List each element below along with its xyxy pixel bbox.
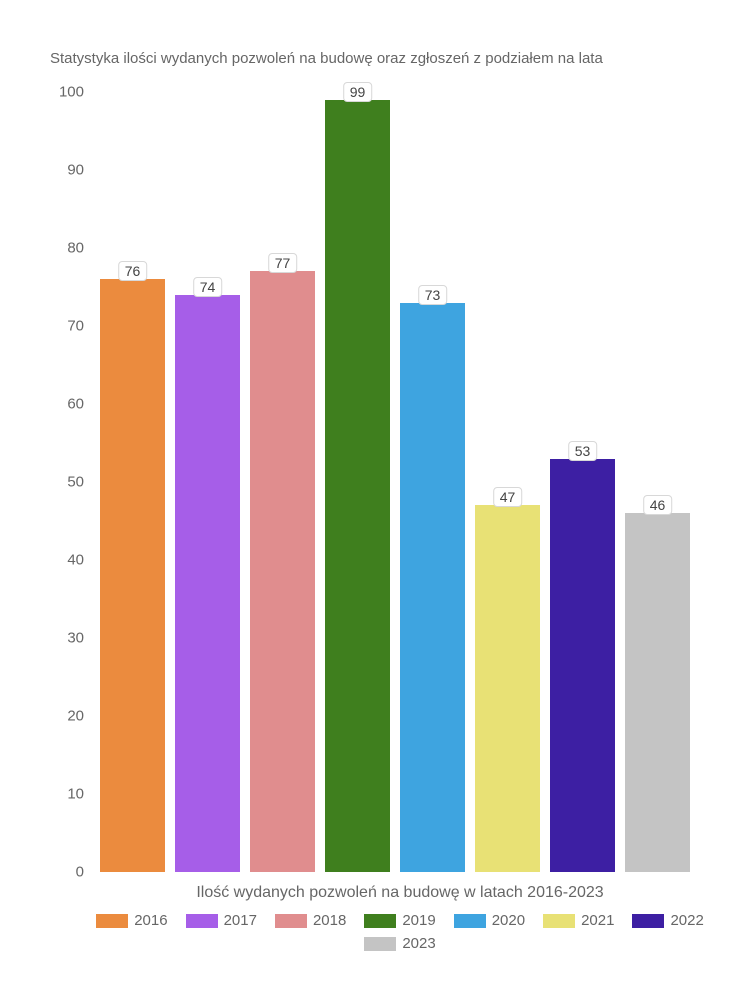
legend-label: 2023 [402,935,435,952]
legend-label: 2016 [134,912,167,929]
plot-area: 0102030405060708090100 7674779973475346 [90,92,700,872]
bar-2020: 73 [400,303,465,872]
legend-label: 2020 [492,912,525,929]
legend-swatch [543,914,575,928]
y-tick: 80 [50,240,84,257]
legend-swatch [364,937,396,951]
legend-label: 2017 [224,912,257,929]
chart-title: Statystyka ilości wydanych pozwoleń na b… [50,50,710,67]
legend-label: 2022 [670,912,703,929]
legend-swatch [275,914,307,928]
bar-value-label: 74 [193,277,223,297]
bar-value-label: 76 [118,261,148,281]
y-tick: 90 [50,162,84,179]
bar-2022: 53 [550,459,615,872]
legend-item-2019: 2019 [364,912,435,929]
legend-item-2018: 2018 [275,912,346,929]
legend-swatch [454,914,486,928]
legend-item-2017: 2017 [186,912,257,929]
y-tick: 30 [50,630,84,647]
legend-swatch [96,914,128,928]
y-tick: 100 [50,84,84,101]
legend-label: 2019 [402,912,435,929]
bar-2021: 47 [475,505,540,872]
bar-2017: 74 [175,295,240,872]
bar-value-label: 73 [418,285,448,305]
bar-value-label: 77 [268,253,298,273]
chart-container: Statystyka ilości wydanych pozwoleń na b… [50,50,710,952]
legend-label: 2021 [581,912,614,929]
legend-swatch [364,914,396,928]
bar-value-label: 46 [643,495,673,515]
bar-2018: 77 [250,271,315,872]
legend: 2016 2017 2018 2019 2020 2021 2022 2023 [90,912,710,952]
y-tick: 20 [50,708,84,725]
legend-swatch [186,914,218,928]
legend-swatch [632,914,664,928]
bar-2023: 46 [625,513,690,872]
bar-value-label: 53 [568,441,598,461]
y-axis: 0102030405060708090100 [50,92,84,872]
y-tick: 50 [50,474,84,491]
y-tick: 10 [50,786,84,803]
legend-item-2022: 2022 [632,912,703,929]
legend-label: 2018 [313,912,346,929]
y-tick: 0 [50,864,84,881]
legend-item-2020: 2020 [454,912,525,929]
bar-2019: 99 [325,100,390,872]
bar-value-label: 47 [493,487,523,507]
legend-item-2021: 2021 [543,912,614,929]
y-tick: 60 [50,396,84,413]
y-tick: 70 [50,318,84,335]
legend-item-2016: 2016 [96,912,167,929]
x-axis-title: Ilość wydanych pozwoleń na budowę w lata… [90,884,710,902]
bars-group: 7674779973475346 [90,92,700,872]
bar-2016: 76 [100,279,165,872]
legend-item-2023: 2023 [364,935,435,952]
bar-value-label: 99 [343,82,373,102]
y-tick: 40 [50,552,84,569]
